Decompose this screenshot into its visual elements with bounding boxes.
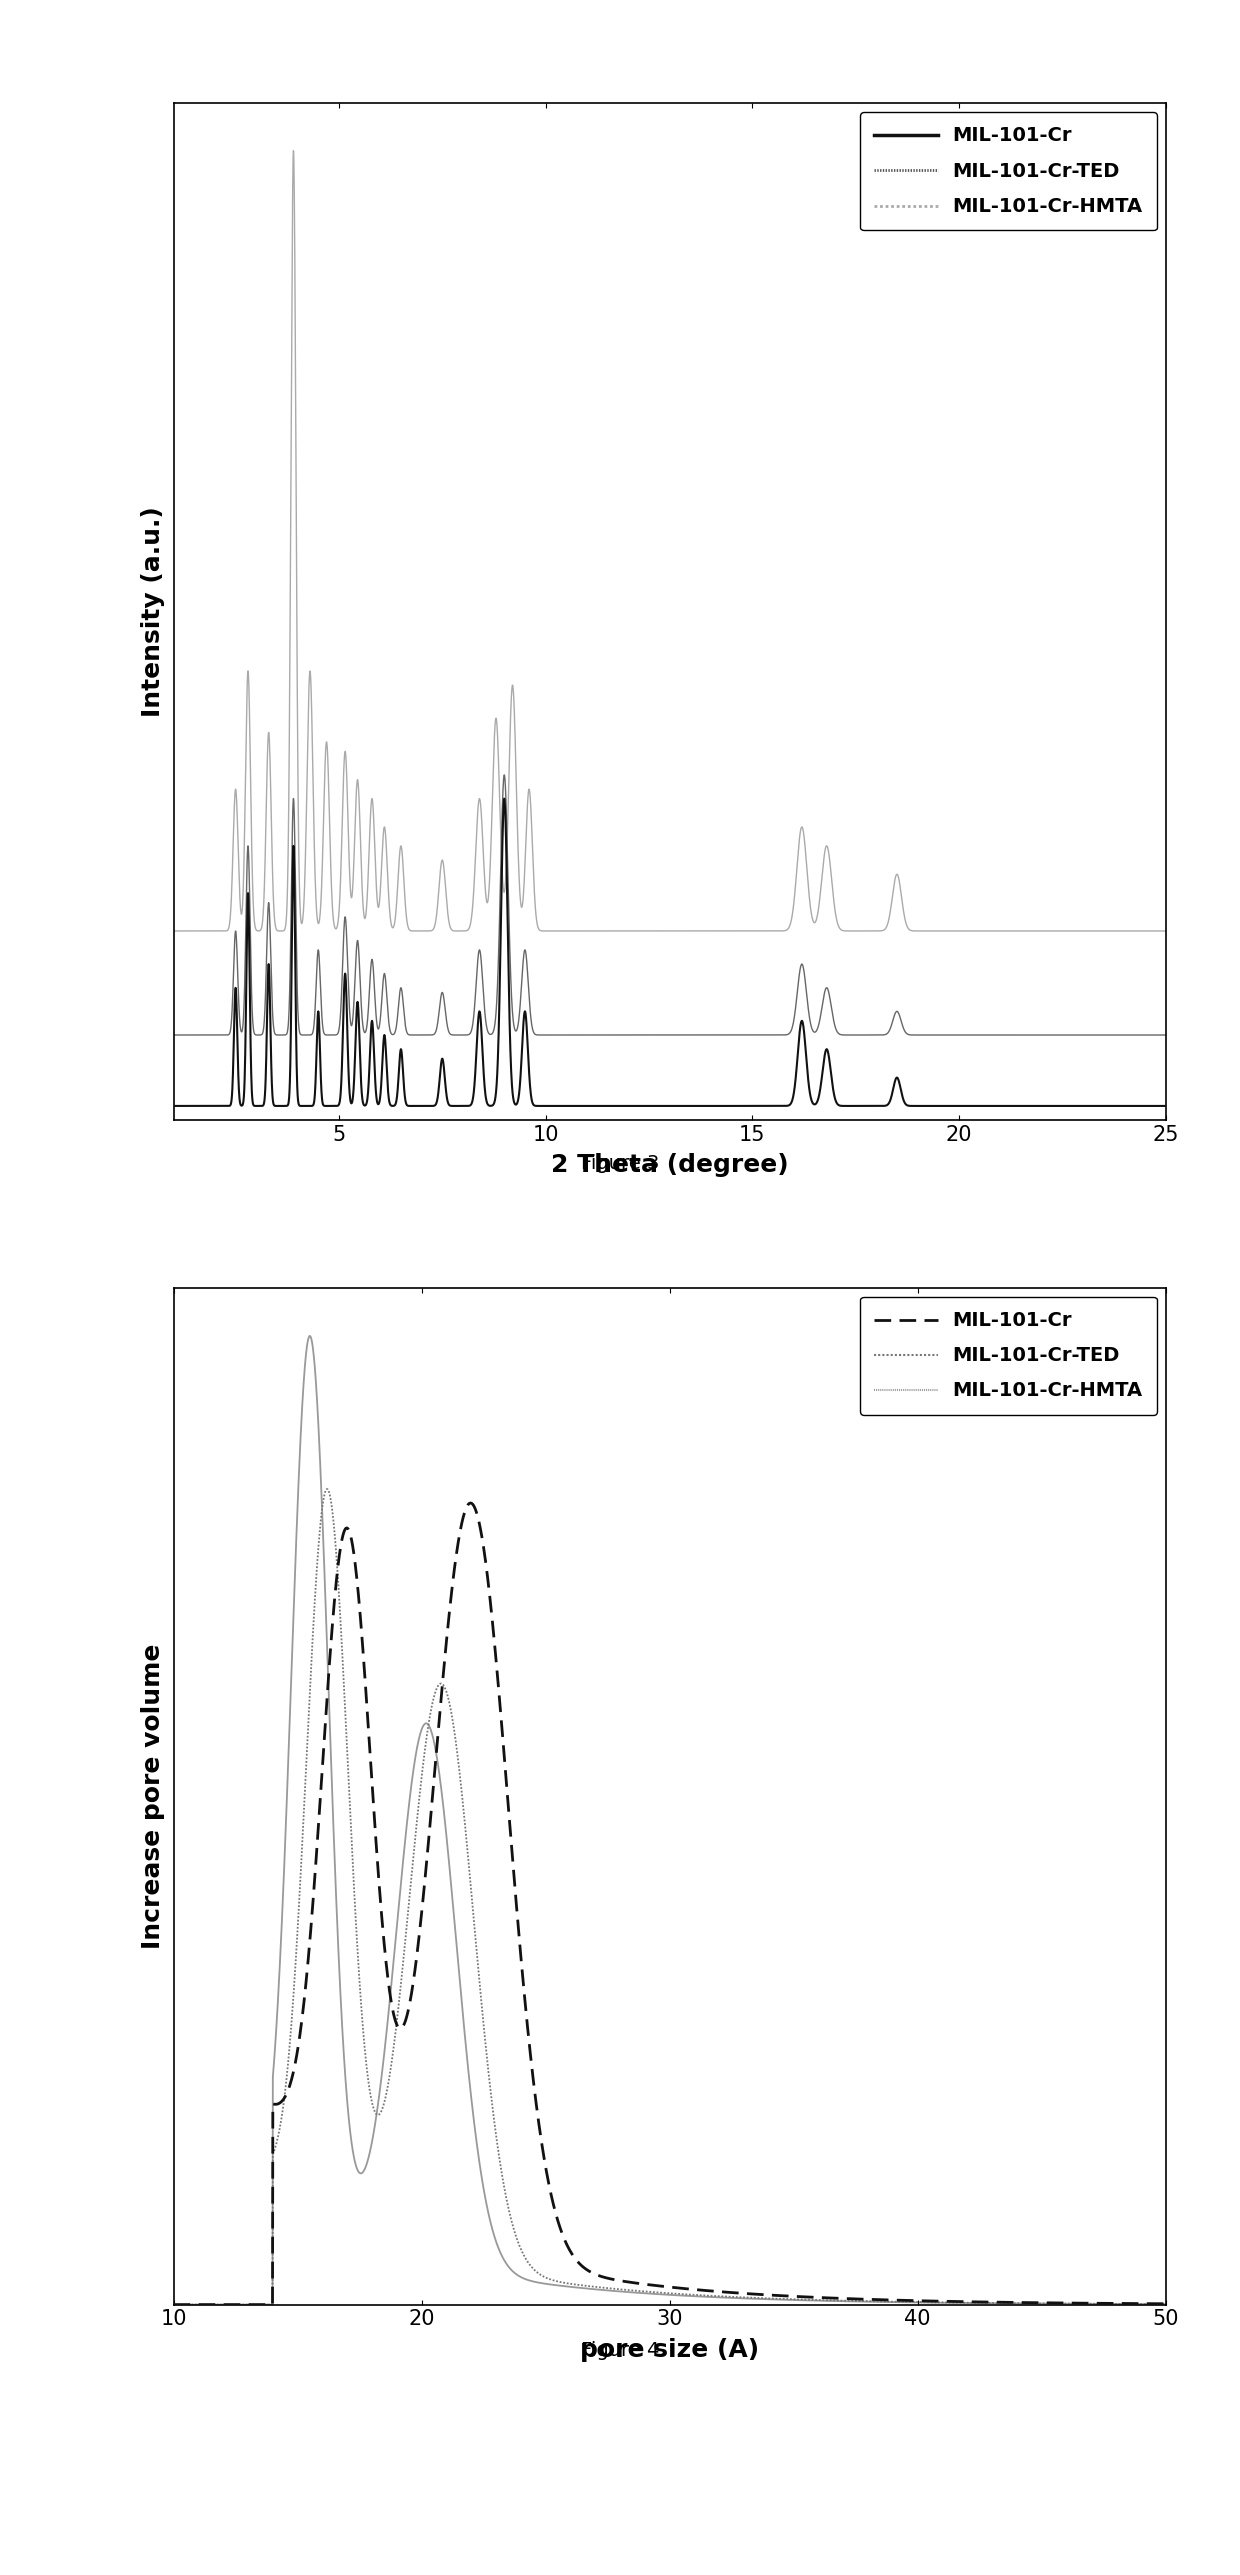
X-axis label: 2 Theta (degree): 2 Theta (degree) bbox=[551, 1154, 789, 1177]
Y-axis label: Intensity (a.u.): Intensity (a.u.) bbox=[141, 507, 165, 716]
Text: Figure 4: Figure 4 bbox=[580, 2341, 660, 2361]
Y-axis label: Increase pore volume: Increase pore volume bbox=[141, 1643, 165, 1949]
Text: Figure 3: Figure 3 bbox=[580, 1154, 660, 1174]
Legend: MIL-101-Cr, MIL-101-Cr-TED, MIL-101-Cr-HMTA: MIL-101-Cr, MIL-101-Cr-TED, MIL-101-Cr-H… bbox=[859, 113, 1157, 229]
Legend: MIL-101-Cr, MIL-101-Cr-TED, MIL-101-Cr-HMTA: MIL-101-Cr, MIL-101-Cr-TED, MIL-101-Cr-H… bbox=[859, 1298, 1157, 1414]
X-axis label: pore size (A): pore size (A) bbox=[580, 2338, 759, 2361]
